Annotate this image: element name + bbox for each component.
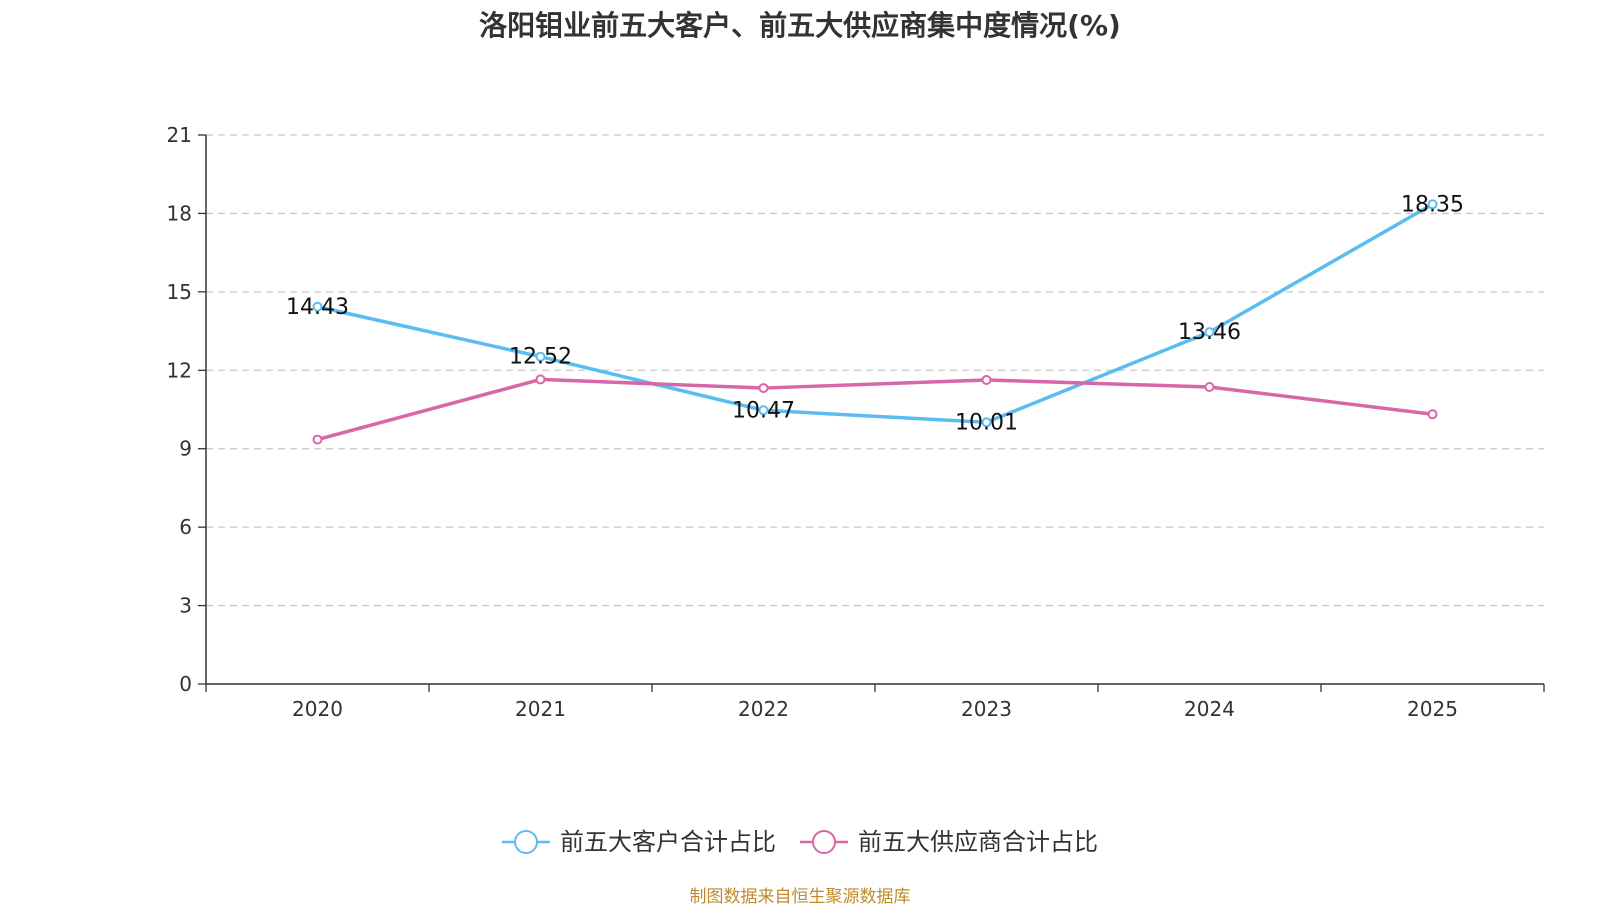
x-tick-label: 2020 [292, 697, 343, 721]
y-tick-label: 6 [179, 515, 192, 539]
data-point [1427, 199, 1438, 210]
data-label: 10.01 [955, 410, 1018, 435]
x-tick-label: 2023 [961, 697, 1012, 721]
y-tick-label: 0 [179, 672, 192, 696]
data-label: 13.46 [1178, 320, 1241, 345]
data-label: 14.43 [286, 295, 349, 320]
y-tick-label: 9 [179, 437, 192, 461]
legend[interactable]: 前五大客户合计占比 前五大供应商合计占比 [502, 828, 1098, 856]
y-tick-label: 15 [167, 280, 192, 304]
series-lines [312, 199, 1438, 445]
data-point [312, 301, 323, 312]
x-tick-label: 2024 [1184, 697, 1235, 721]
data-labels: 14.43 12.52 10.47 10.01 13.46 18.35 [286, 192, 1464, 435]
data-point [758, 405, 769, 416]
data-point [535, 374, 546, 385]
x-tick-label: 2021 [515, 697, 566, 721]
legend-item-1[interactable]: 前五大供应商合计占比 [800, 828, 1098, 856]
y-tick-label: 3 [179, 594, 192, 618]
data-label: 18.35 [1401, 192, 1464, 217]
legend-marker-icon [514, 830, 538, 854]
data-point [1204, 327, 1215, 338]
y-tick-label: 18 [167, 201, 192, 225]
data-point [1204, 382, 1215, 393]
legend-item-0[interactable]: 前五大客户合计占比 [502, 828, 776, 856]
legend-label: 前五大供应商合计占比 [858, 828, 1098, 856]
data-label: 10.47 [732, 398, 795, 423]
chart-title: 洛阳钼业前五大客户、前五大供应商集中度情况(%) [479, 9, 1121, 42]
data-point [312, 434, 323, 445]
data-point [535, 351, 546, 362]
x-tick-label: 2022 [738, 697, 789, 721]
legend-marker-icon [812, 830, 836, 854]
series-line-0 [317, 202, 1434, 425]
data-point [758, 383, 769, 394]
source-note: 制图数据来自恒生聚源数据库 [689, 887, 911, 907]
y-tick-label: 12 [167, 358, 192, 382]
data-point [981, 417, 992, 428]
y-tick-label: 21 [167, 123, 192, 147]
data-point [1427, 409, 1438, 420]
grid-lines [206, 134, 1544, 607]
data-point [981, 374, 992, 385]
series-line-1 [317, 377, 1433, 442]
data-label: 12.52 [509, 345, 572, 370]
legend-label: 前五大客户合计占比 [560, 828, 776, 856]
x-tick-label: 2025 [1407, 697, 1458, 721]
axes: 0 3 6 9 12 15 18 21 2020 2021 2022 2023 2024 2025 [167, 123, 1545, 721]
